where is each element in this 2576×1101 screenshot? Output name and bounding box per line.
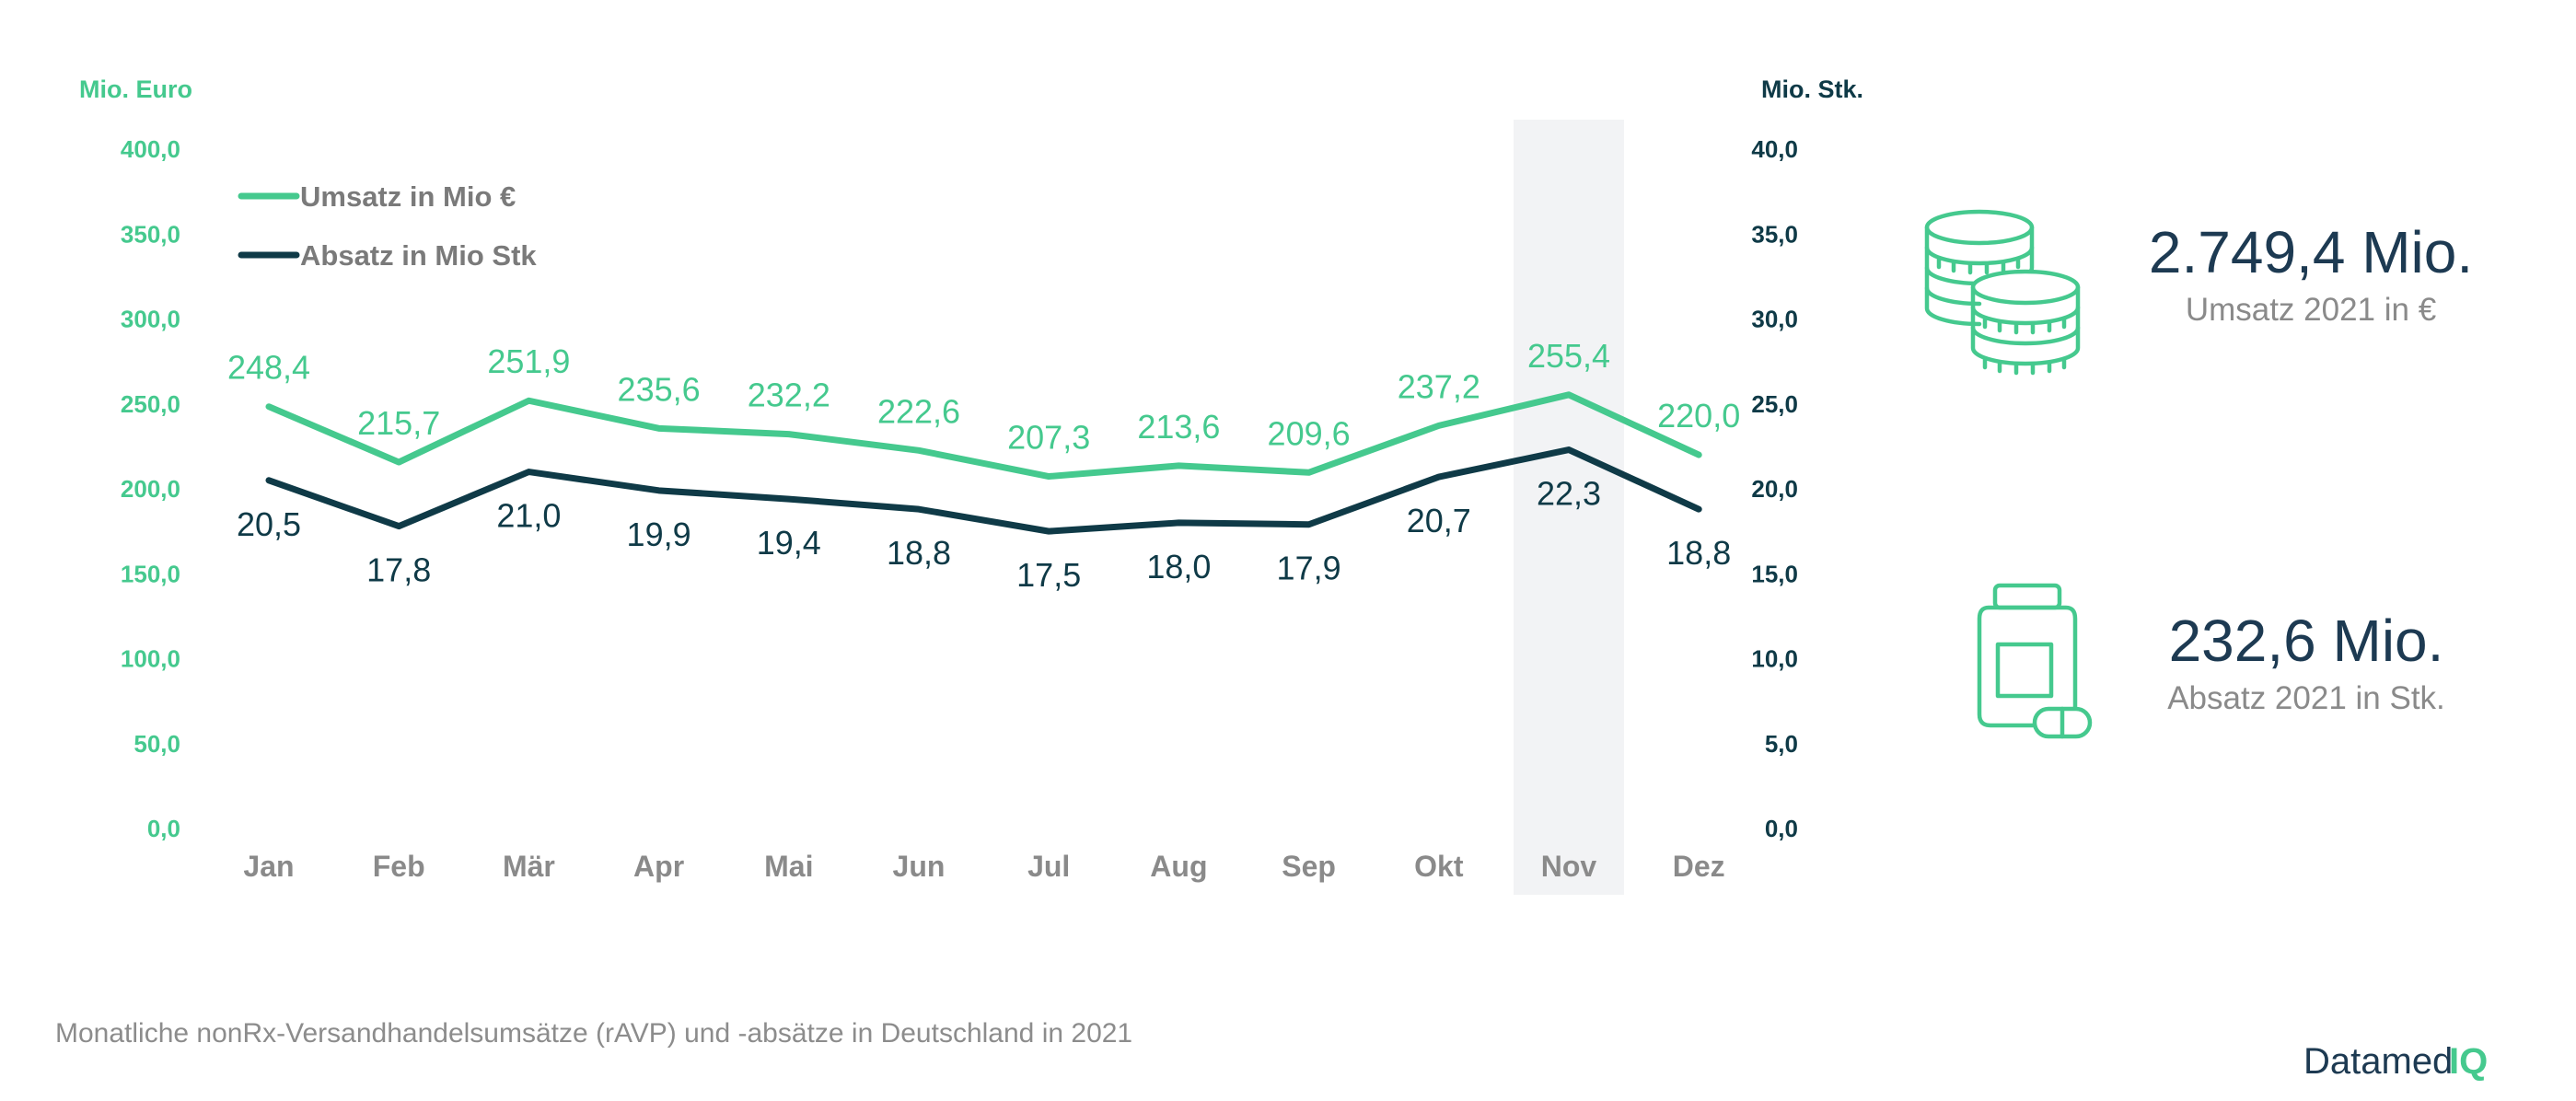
kpi-label-absatz: Absatz 2021 in Stk. [2167,680,2445,716]
right-tick-label: 15,0 [1751,560,1798,587]
right-tick-label: 40,0 [1751,135,1798,163]
left-axis-ticks: 400,0 350,0 300,0 250,0 200,0 150,0 100,0 50,0 0… [121,135,180,842]
datamediq-logo: Datamed IQ [2303,1041,2488,1082]
data-label-absatz: 20,7 [1407,502,1471,539]
data-label-absatz: 18,8 [1666,534,1731,572]
left-tick-label: 400,0 [121,135,180,163]
kpi-label-umsatz: Umsatz 2021 in € [2186,292,2436,328]
left-tick-label: 300,0 [121,306,180,333]
left-tick-label: 350,0 [121,220,180,248]
x-axis-labels: Jan Feb Mär Apr Mai Jun Jul Aug Sep Okt Nov Dez [243,850,1724,883]
x-tick-label: Jul [1027,850,1070,883]
data-labels-umsatz: 248,4 215,7 251,9 235,6 232,2 222,6 207,3 213,6… [227,337,1740,457]
x-tick-label: Apr [633,850,684,883]
data-label-umsatz: 255,4 [1527,337,1610,375]
data-label-umsatz: 222,6 [877,392,960,430]
coins-icon [1924,209,2081,376]
x-tick-label: Sep [1282,850,1336,883]
right-tick-label: 25,0 [1751,390,1798,418]
brand-suffix: IQ [2449,1041,2488,1082]
data-label-umsatz: 220,0 [1657,397,1740,435]
x-tick-label: Feb [373,850,425,883]
kpi-value-absatz: 232,6 Mio. [2169,608,2444,674]
right-tick-label: 20,0 [1751,475,1798,503]
data-label-absatz: 21,0 [496,497,561,535]
legend-label-absatz: Absatz in Mio Stk [300,239,537,272]
footnote: Monatliche nonRx-Versandhandelsumsätze (… [55,1018,1132,1049]
x-tick-label: Mär [503,850,555,883]
left-tick-label: 0,0 [147,815,180,842]
data-label-umsatz: 207,3 [1007,419,1090,457]
x-tick-label: Aug [1150,850,1207,883]
right-axis-title: Mio. Stk. [1761,75,1863,103]
x-tick-label: Okt [1414,850,1464,883]
left-tick-label: 100,0 [121,645,180,673]
data-label-absatz: 17,5 [1016,556,1081,594]
left-tick-label: 50,0 [133,730,180,758]
data-label-absatz: 18,8 [887,534,951,572]
series-line-absatz [265,446,1702,535]
data-label-absatz: 22,3 [1537,475,1601,513]
x-tick-label: Jun [893,850,946,883]
left-tick-label: 200,0 [121,475,180,503]
data-label-umsatz: 237,2 [1398,367,1480,405]
left-axis-title: Mio. Euro [79,75,192,103]
data-label-umsatz: 215,7 [357,404,440,442]
data-label-umsatz: 232,2 [748,377,830,414]
data-label-absatz: 19,4 [757,524,821,562]
right-axis-ticks: 40,0 35,0 30,0 25,0 20,0 15,0 10,0 5,0 0,0 [1751,135,1798,842]
data-label-absatz: 18,0 [1146,548,1211,585]
data-label-absatz: 20,5 [237,505,301,543]
right-tick-label: 35,0 [1751,220,1798,248]
right-tick-label: 10,0 [1751,645,1798,673]
legend-label-umsatz: Umsatz in Mio € [300,180,516,213]
data-labels-absatz: 20,5 17,8 21,0 19,9 19,4 18,8 17,5 18,0 17,9 20,7… [237,475,1731,595]
x-tick-label: Dez [1673,850,1725,883]
data-label-absatz: 17,9 [1277,550,1341,587]
data-label-umsatz: 209,6 [1268,414,1351,452]
data-label-umsatz: 248,4 [227,349,310,387]
kpi-value-umsatz: 2.749,4 Mio. [2149,219,2473,285]
x-tick-label: Mai [764,850,813,883]
legend: Umsatz in Mio € Absatz in Mio Stk [238,180,537,272]
left-tick-label: 150,0 [121,560,180,587]
data-label-umsatz: 251,9 [487,342,570,380]
x-tick-label: Jan [243,850,294,883]
x-tick-label: Nov [1541,850,1597,883]
data-label-absatz: 19,9 [627,516,691,553]
data-label-absatz: 17,8 [366,551,431,589]
left-tick-label: 250,0 [121,390,180,418]
right-tick-label: 0,0 [1765,815,1798,842]
data-label-umsatz: 213,6 [1137,408,1220,446]
highlight-band-nov [1514,120,1624,895]
series-line-umsatz [265,391,1702,481]
right-tick-label: 5,0 [1765,730,1798,758]
right-tick-label: 30,0 [1751,306,1798,333]
brand-text: Datamed [2303,1041,2453,1082]
medicine-bottle-icon [1977,583,2093,739]
data-label-umsatz: 235,6 [618,370,701,408]
